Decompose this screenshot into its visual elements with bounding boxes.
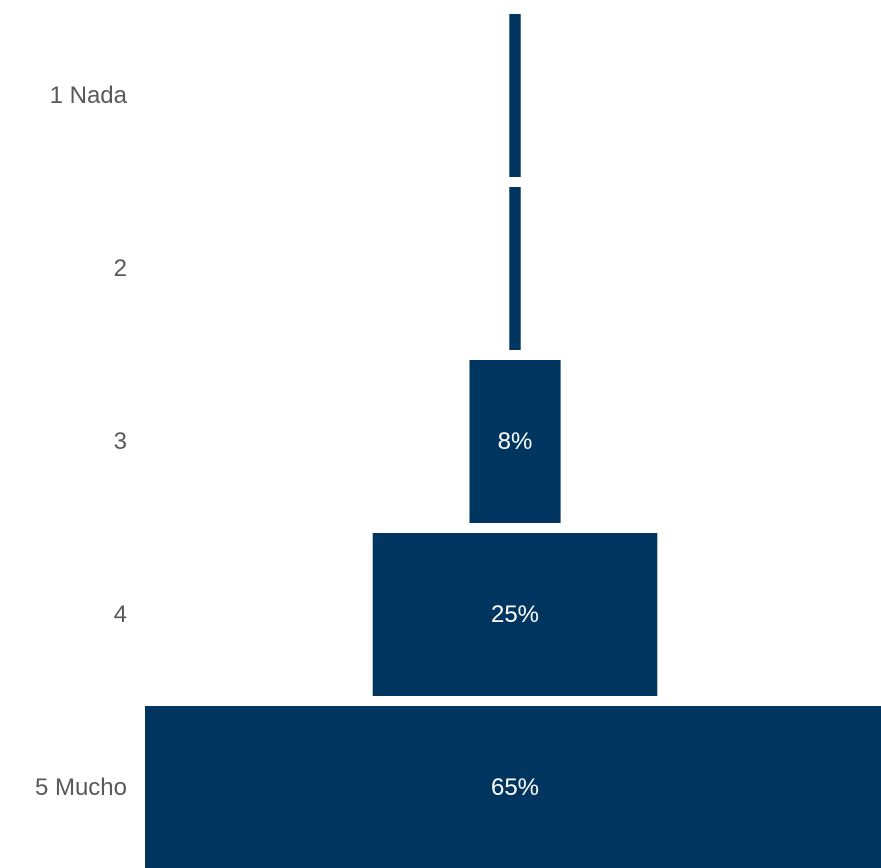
category-label-3: 3	[114, 428, 127, 455]
bar-5	[145, 706, 881, 868]
data-label-3: 8%	[498, 428, 533, 455]
category-label-1: 1 Nada	[50, 82, 128, 109]
data-label-5: 65%	[491, 774, 539, 801]
category-label-2: 2	[114, 255, 127, 282]
bar-3	[469, 360, 561, 523]
data-label-4: 25%	[491, 601, 539, 628]
bar-1	[509, 14, 521, 177]
category-label-4: 4	[114, 601, 127, 628]
category-label-5: 5 Mucho	[35, 774, 127, 801]
bars-layer	[145, 14, 881, 868]
labels-layer: 1 Nada 2 3 8% 4 25% 5 Mucho 65%	[35, 82, 539, 801]
bar-2	[509, 187, 521, 350]
bar-4	[372, 533, 658, 696]
